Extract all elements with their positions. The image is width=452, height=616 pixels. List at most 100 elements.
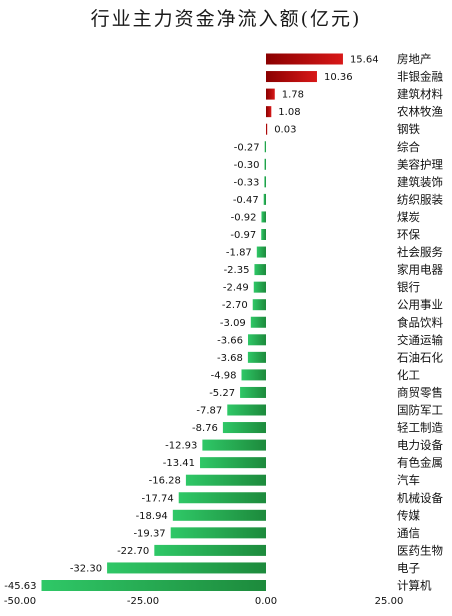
bar-4 bbox=[266, 106, 272, 118]
bar-17 bbox=[247, 334, 266, 346]
bar-30 bbox=[107, 562, 266, 574]
value-label: -16.28 bbox=[149, 476, 181, 487]
value-label: 1.08 bbox=[278, 107, 300, 118]
bar-12 bbox=[256, 246, 266, 258]
bar-10 bbox=[261, 211, 266, 223]
value-label: -18.94 bbox=[136, 511, 168, 522]
x-tick-label: 25.00 bbox=[375, 596, 404, 607]
value-label: -17.74 bbox=[141, 493, 173, 504]
value-label: -1.87 bbox=[226, 248, 252, 259]
bar-15 bbox=[252, 299, 266, 311]
category-label: 美容护理 bbox=[397, 157, 443, 171]
category-label: 家用电器 bbox=[397, 263, 443, 277]
value-label-group: 15.64 10.36 1.78 1.08 0.03 -0.27 -0.30 -0.33 -0.… bbox=[4, 55, 378, 593]
value-label: -0.33 bbox=[234, 177, 260, 188]
bar-13 bbox=[254, 264, 266, 276]
category-label: 医药生物 bbox=[397, 543, 443, 557]
category-label: 食品饮料 bbox=[397, 315, 443, 329]
bar-28 bbox=[170, 527, 266, 539]
category-label: 化工 bbox=[397, 368, 420, 382]
category-label: 机械设备 bbox=[397, 491, 443, 505]
x-tick-label: -50.00 bbox=[4, 596, 36, 607]
category-label: 非银金融 bbox=[397, 70, 443, 84]
category-label: 电子 bbox=[397, 561, 420, 575]
bar-11 bbox=[261, 229, 266, 240]
category-label: 商贸零售 bbox=[397, 385, 443, 399]
bar-29 bbox=[154, 544, 266, 556]
bar-25 bbox=[185, 474, 266, 486]
category-label: 交通运输 bbox=[397, 333, 443, 347]
value-label: 15.64 bbox=[350, 55, 379, 66]
bar-6 bbox=[264, 141, 266, 153]
value-label: -5.27 bbox=[209, 388, 235, 399]
category-label: 公用事业 bbox=[397, 298, 443, 312]
bar-5 bbox=[266, 123, 268, 135]
bar-26 bbox=[178, 492, 266, 504]
category-label: 轻工制造 bbox=[397, 421, 443, 435]
value-label: -32.30 bbox=[70, 563, 102, 574]
value-label: -13.41 bbox=[163, 458, 195, 469]
value-label: -45.63 bbox=[4, 581, 36, 592]
category-label: 有色金属 bbox=[397, 456, 443, 470]
bar-8 bbox=[264, 176, 266, 188]
value-label: -2.35 bbox=[224, 265, 250, 276]
value-label: -19.37 bbox=[133, 528, 165, 539]
bar-23 bbox=[202, 439, 266, 451]
bar-18 bbox=[247, 351, 266, 363]
bar-31 bbox=[41, 580, 266, 591]
category-label: 银行 bbox=[397, 280, 420, 294]
bar-27 bbox=[172, 509, 266, 521]
category-label: 社会服务 bbox=[397, 245, 443, 259]
category-label: 计算机 bbox=[397, 579, 432, 593]
category-label: 通信 bbox=[397, 526, 420, 540]
category-label: 建筑材料 bbox=[397, 87, 443, 101]
category-label: 石油石化 bbox=[397, 350, 443, 364]
value-label: -0.97 bbox=[230, 230, 256, 241]
bar-7 bbox=[264, 158, 266, 170]
value-label: -3.66 bbox=[217, 335, 243, 346]
bar-16 bbox=[250, 316, 266, 328]
category-label: 电力设备 bbox=[397, 438, 443, 452]
value-label: -12.93 bbox=[165, 441, 197, 452]
category-label: 纺织服装 bbox=[397, 192, 443, 206]
bar-19 bbox=[241, 369, 266, 381]
category-label: 房地产 bbox=[397, 52, 432, 66]
value-label: -3.09 bbox=[220, 318, 246, 329]
category-label: 钢铁 bbox=[397, 122, 420, 136]
bar-9 bbox=[263, 193, 266, 205]
bar-2 bbox=[266, 71, 317, 83]
value-label: 1.78 bbox=[282, 90, 304, 101]
bar-22 bbox=[222, 422, 266, 434]
category-label-group: 房地产非银金融建筑材料农林牧渔钢铁综合美容护理建筑装饰纺织服装煤炭环保社会服务家… bbox=[397, 52, 443, 593]
value-label: -0.92 bbox=[231, 212, 257, 223]
category-label: 煤炭 bbox=[397, 210, 420, 224]
value-label: -0.30 bbox=[234, 160, 260, 171]
category-label: 汽车 bbox=[397, 473, 420, 487]
category-label: 传媒 bbox=[397, 508, 420, 522]
bar-24 bbox=[200, 457, 266, 469]
value-label: -8.76 bbox=[192, 423, 218, 434]
bar-3 bbox=[266, 88, 275, 100]
x-tick-label: 0.00 bbox=[255, 596, 277, 607]
value-label: -7.87 bbox=[196, 406, 222, 417]
bar-1 bbox=[266, 53, 343, 65]
value-label: -0.47 bbox=[233, 195, 259, 206]
value-label: -22.70 bbox=[117, 546, 149, 557]
category-label: 综合 bbox=[397, 140, 420, 154]
bar-20 bbox=[240, 386, 266, 398]
x-axis-ticks: -50.00 -25.00 0.00 25.00 bbox=[4, 596, 403, 607]
value-label: -3.68 bbox=[217, 353, 243, 364]
bar-21 bbox=[227, 404, 266, 416]
x-tick-label: -25.00 bbox=[127, 596, 159, 607]
category-label: 环保 bbox=[397, 228, 420, 242]
category-label: 农林牧渔 bbox=[397, 105, 443, 119]
category-label: 国防军工 bbox=[397, 403, 443, 417]
value-label: 0.03 bbox=[274, 125, 296, 136]
value-label: -4.98 bbox=[211, 370, 237, 381]
value-label: -0.27 bbox=[234, 142, 260, 153]
chart-title: 行业主力资金净流入额(亿元) bbox=[90, 8, 362, 30]
category-label: 建筑装饰 bbox=[397, 175, 443, 189]
value-label: 10.36 bbox=[324, 72, 353, 83]
